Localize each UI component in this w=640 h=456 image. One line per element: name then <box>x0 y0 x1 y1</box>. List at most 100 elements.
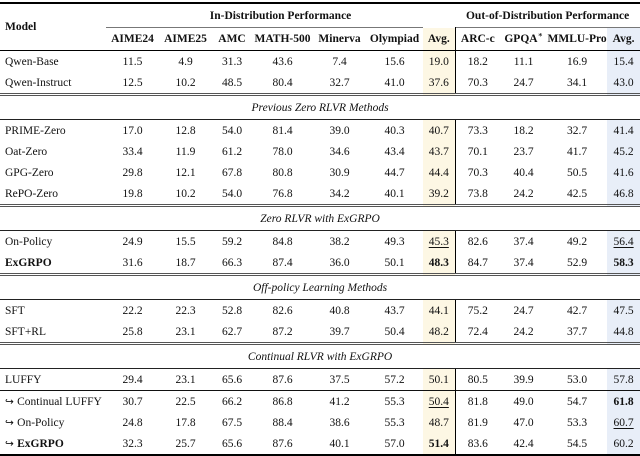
cell-aime24: 29.4 <box>122 373 143 386</box>
section-row: Continual RLVR with ExGRPO <box>0 342 640 369</box>
cell-avg-: 44.8 <box>607 321 640 344</box>
cell-amc: 66.2 <box>212 390 252 412</box>
cell-avg-: 58.3 <box>607 252 640 275</box>
in-distribution-group-header: In-Distribution Performance <box>209 9 352 22</box>
cell-arc-c: 70.3 <box>467 76 488 89</box>
cell-math-500: 81.4 <box>272 124 293 137</box>
cell-amc: 67.5 <box>221 416 243 429</box>
model-name: On-Policy <box>5 235 53 248</box>
cell-amc: 54.0 <box>221 187 243 200</box>
cell-gpqa: 37.4 <box>513 235 534 248</box>
cell-avg-: 37.6 <box>423 72 456 95</box>
cell-aime24: 12.5 <box>122 76 143 89</box>
column-header-amc: AMC <box>212 27 252 51</box>
table-row: ExGRPO 31.6 18.7 66.3 87.4 36.0 50.1 48.3 84.7 37… <box>0 252 640 275</box>
cell-aime25: 25.7 <box>175 437 196 450</box>
cell-minerva: 38.6 <box>329 416 350 429</box>
cell-aime24: 22.2 <box>122 304 143 317</box>
cell-aime24: 24.9 <box>122 235 143 248</box>
section-title: Previous Zero RLVR Methods <box>0 93 640 120</box>
cell-gpqa: 18.2 <box>513 124 534 137</box>
cell-aime25: 23.1 <box>175 373 196 386</box>
hook-arrow-icon: ↪ <box>5 395 18 408</box>
cell-gpqa: 42.4 <box>513 437 534 450</box>
cell-amc: 48.5 <box>221 76 243 89</box>
cell-mmlu-pro: 37.7 <box>567 325 588 338</box>
table-row: On-Policy 24.9 15.5 59.2 84.8 38.2 49.3 45.3 82.… <box>0 230 640 252</box>
cell-aime25: 10.2 <box>175 76 196 89</box>
table-row: ↪ Continual LUFFY 30.7 22.5 66.2 86.8 41.2 55.… <box>0 390 640 412</box>
cell-gpqa: 47.0 <box>513 416 534 429</box>
cell-mmlu-pro: 34.1 <box>567 76 588 89</box>
model-name: Qwen-Base <box>5 55 59 68</box>
cell-minerva: 39.7 <box>329 325 350 338</box>
cell-aime25: 11.9 <box>175 145 196 158</box>
cell-aime25: 18.7 <box>175 256 196 269</box>
cell-aime25: 4.9 <box>178 55 193 68</box>
cell-math-500: 82.6 <box>272 304 293 317</box>
cell-minerva: 38.2 <box>329 235 350 248</box>
cell-mmlu-pro: 42.7 <box>567 304 588 317</box>
cell-math-500: 80.8 <box>272 166 293 179</box>
cell-avg-: 60.7 <box>607 412 640 433</box>
cell-amc: 62.7 <box>221 325 243 338</box>
column-header-avg-: Avg. <box>423 27 456 51</box>
cell-aime24: 31.6 <box>122 256 143 269</box>
table-row: Qwen-Base 11.5 4.9 31.3 43.6 7.4 15.6 19.0 18.2 1… <box>0 50 640 72</box>
cell-avg-: 46.8 <box>607 183 640 206</box>
cell-aime24: 19.8 <box>122 187 143 200</box>
cell-avg-: 57.8 <box>607 368 640 391</box>
cell-olympiad: 40.3 <box>384 124 405 137</box>
cell-avg-: 19.0 <box>423 50 456 72</box>
column-header-arc-c: ARC-c <box>455 27 501 51</box>
cell-avg-: 44.4 <box>423 162 456 183</box>
cell-math-500: 87.4 <box>272 256 293 269</box>
cell-arc-c: 70.3 <box>467 166 488 179</box>
model-name: SFT+RL <box>5 325 46 338</box>
section-title: Continual RLVR with ExGRPO <box>0 342 640 369</box>
cell-minerva: 34.6 <box>329 145 350 158</box>
cell-minerva: 32.7 <box>329 76 350 89</box>
cell-gpqa: 24.7 <box>513 76 534 89</box>
column-header-aime25: AIME25 <box>159 27 212 51</box>
cell-aime25: 23.1 <box>175 325 196 338</box>
cell-olympiad: 41.0 <box>384 76 405 89</box>
table-row: SFT+RL 25.8 23.1 62.7 87.2 39.7 50.4 48.2 72.4 24… <box>0 321 640 344</box>
cell-minerva: 40.1 <box>329 437 350 450</box>
model-name: ↪ Continual LUFFY <box>0 390 106 412</box>
cell-olympiad: 43.7 <box>384 304 405 317</box>
cell-amc: 66.3 <box>221 256 243 269</box>
cell-avg-: 39.2 <box>423 183 456 206</box>
cell-mmlu-pro: 53.3 <box>567 416 588 429</box>
section-row: Off-policy Learning Methods <box>0 273 640 300</box>
cell-arc-c: 70.1 <box>467 145 488 158</box>
cell-minerva: 37.5 <box>329 373 350 386</box>
cell-aime24: 32.3 <box>122 437 143 450</box>
cell-math-500: 80.4 <box>272 76 293 89</box>
cell-gpqa: 49.0 <box>500 390 548 412</box>
cell-aime24: 25.8 <box>122 325 143 338</box>
cell-aime24: 11.5 <box>122 55 143 68</box>
cell-minerva: 41.2 <box>313 390 366 412</box>
cell-avg-: 61.8 <box>607 390 640 412</box>
model-name: LUFFY <box>5 373 42 386</box>
cell-mmlu-pro: 50.5 <box>567 166 588 179</box>
cell-minerva: 34.2 <box>329 187 350 200</box>
group-header-row: Model In-Distribution Performance Out-of… <box>0 3 640 51</box>
cell-math-500: 87.6 <box>272 373 293 386</box>
cell-aime25: 10.2 <box>175 187 196 200</box>
cell-avg-: 44.1 <box>423 299 456 321</box>
cell-olympiad: 57.2 <box>384 373 405 386</box>
cell-aime25: 12.8 <box>175 124 196 137</box>
cell-arc-c: 73.3 <box>467 124 488 137</box>
cell-avg-: 15.4 <box>607 50 640 72</box>
cell-gpqa: 23.7 <box>513 145 534 158</box>
cell-amc: 52.8 <box>221 304 243 317</box>
model-name: RePO-Zero <box>5 187 59 200</box>
model-name: ↪ ExGRPO <box>5 437 64 450</box>
cell-mmlu-pro: 42.5 <box>567 187 588 200</box>
table-row: Qwen-Instruct 12.5 10.2 48.5 80.4 32.7 41.0 37.… <box>0 72 640 95</box>
cell-arc-c: 83.6 <box>467 437 488 450</box>
cell-arc-c: 81.9 <box>467 416 488 429</box>
cell-mmlu-pro: 53.0 <box>567 373 588 386</box>
